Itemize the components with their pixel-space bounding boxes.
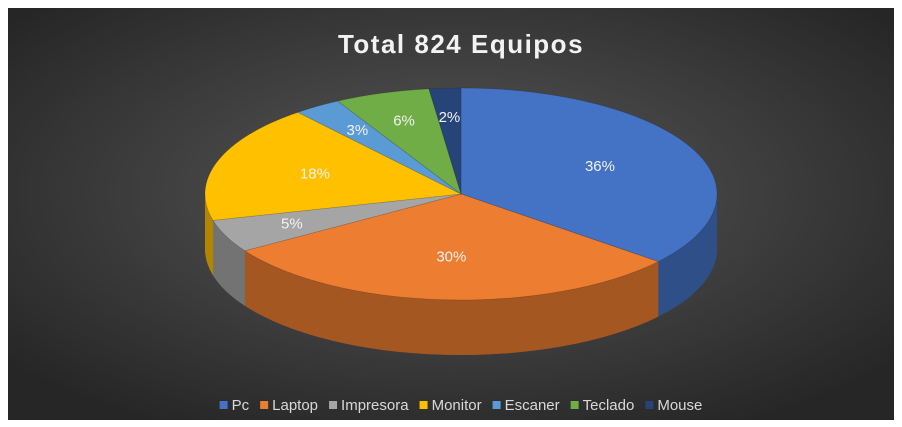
data-label: 5% — [281, 215, 303, 232]
slice-side — [658, 194, 717, 317]
data-label: 6% — [393, 112, 415, 129]
legend-swatch — [570, 401, 579, 409]
data-label: 2% — [439, 109, 461, 126]
slice — [212, 193, 462, 252]
legend-swatch — [419, 401, 428, 409]
data-label: 36% — [585, 158, 615, 175]
legend-item: Teclado — [570, 397, 635, 414]
legend-item: Pc — [219, 397, 250, 414]
legend-item: Laptop — [260, 397, 318, 414]
data-label: 18% — [300, 165, 330, 182]
data-label: 30% — [436, 248, 466, 265]
slice-side-shade — [244, 250, 659, 356]
slice-side-shade — [213, 220, 245, 306]
legend-label: Monitor — [432, 397, 482, 414]
legend-swatch — [492, 401, 501, 409]
slice-side-shade — [205, 194, 214, 276]
slice — [243, 193, 660, 301]
legend-item: Impresora — [329, 397, 409, 414]
data-label: 3% — [347, 122, 369, 139]
legend-label: Mouse — [657, 397, 702, 414]
legend-item: Mouse — [645, 397, 702, 414]
legend-label: Pc — [232, 397, 250, 414]
legend: Pc Laptop Impresora Monitor Escaner Teclado Mo… — [219, 397, 702, 414]
legend-swatch — [329, 401, 338, 409]
legend-swatch — [260, 401, 269, 409]
slice-side — [205, 194, 214, 276]
legend-label: Laptop — [272, 397, 318, 414]
legend-label: Impresora — [341, 397, 409, 414]
legend-swatch — [219, 401, 228, 409]
slice-side-shade — [658, 194, 717, 317]
slice — [204, 111, 463, 221]
slice — [428, 87, 462, 195]
slice-side — [244, 250, 659, 356]
legend-label: Escaner — [505, 397, 560, 414]
slice — [460, 87, 718, 262]
pie: 36% 30% 5% 18% 3% 6% 2% — [204, 87, 718, 356]
legend-swatch — [645, 401, 654, 409]
legend-label: Teclado — [583, 397, 635, 414]
slice — [296, 100, 462, 195]
slice-side — [213, 220, 245, 306]
legend-item: Escaner — [492, 397, 560, 414]
chart-title: Total 824 Equipos — [338, 29, 584, 59]
legend-item: Monitor — [419, 397, 482, 414]
slice — [336, 88, 462, 196]
